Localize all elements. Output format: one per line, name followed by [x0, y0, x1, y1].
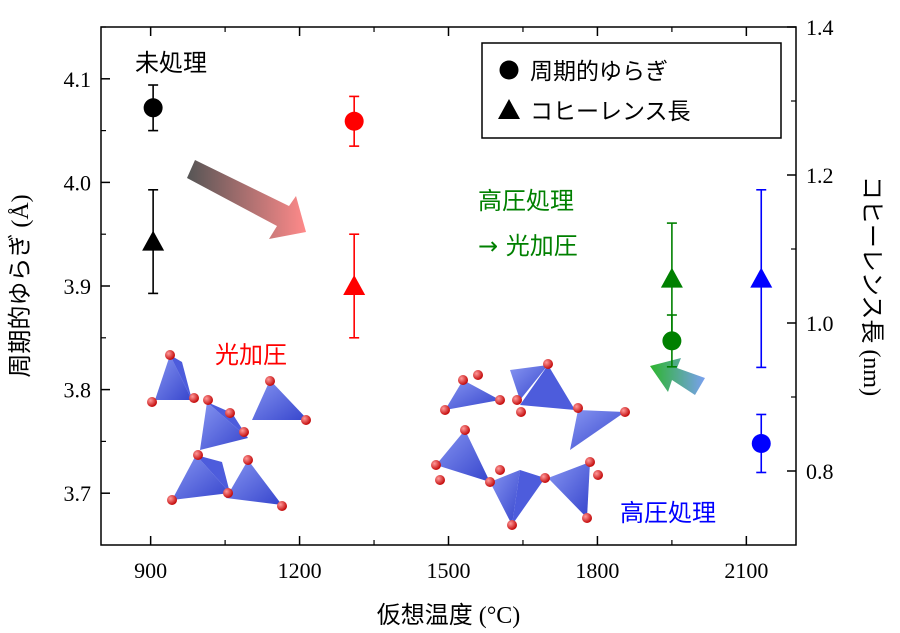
red-arrow — [187, 160, 306, 239]
annotation-label: → 光加圧 — [478, 232, 578, 260]
y-right-tick-label: 1.4 — [806, 15, 834, 40]
silica-structure-illustration-left — [147, 350, 311, 511]
annotation-label: 高圧処理 — [478, 187, 574, 215]
data-point-circle — [344, 111, 364, 131]
data-point-triangle — [142, 230, 165, 251]
y-left-tick-label: 3.7 — [64, 481, 92, 506]
x-tick-label: 2100 — [724, 558, 768, 583]
legend-marker-triangle — [498, 99, 520, 119]
legend-label-triangle: コヒーレンス長 — [530, 99, 691, 125]
y-right-tick-label: 0.8 — [806, 459, 834, 484]
legend-box — [481, 42, 782, 139]
silica-structure-illustration-right — [431, 359, 630, 530]
y-left-tick-label: 4.0 — [64, 170, 92, 195]
data-point-circle — [662, 331, 682, 351]
data-point-triangle — [750, 267, 773, 288]
x-tick-label: 900 — [134, 558, 167, 583]
data-point-triangle — [343, 275, 366, 295]
green-arrow — [650, 358, 705, 395]
y-right-axis-title: コヒーレンス長 (nm) — [858, 176, 886, 396]
x-axis-title: 仮想温度 (°C) — [377, 601, 521, 629]
data-point-circle — [751, 433, 771, 453]
y-left-tick-label: 4.1 — [64, 67, 92, 92]
annotation-label: 高圧処理 — [620, 499, 716, 527]
x-tick-label: 1200 — [278, 558, 322, 583]
y-right-tick-label: 1.0 — [806, 311, 834, 336]
legend-label-circle: 周期的ゆらぎ — [530, 59, 668, 85]
annotation-label: 光加圧 — [215, 341, 287, 369]
y-left-tick-label: 3.9 — [64, 274, 92, 299]
chart-text: 900 1200 1500 1800 2100 3.7 3.8 3.9 4.0 4.1 0.8 1.0… — [6, 15, 886, 629]
legend-marker-circle — [499, 60, 519, 80]
y-left-axis-title: 周期的ゆらぎ (Å) — [6, 194, 34, 377]
x-tick-label: 1800 — [575, 558, 619, 583]
data-point-circle — [143, 98, 163, 118]
data-marks — [142, 60, 773, 474]
x-tick-label: 1500 — [427, 558, 471, 583]
axis-ticks — [101, 26, 796, 545]
data-point-triangle — [660, 267, 683, 288]
y-left-tick-label: 3.8 — [64, 378, 92, 403]
y-right-tick-label: 1.2 — [806, 163, 834, 188]
annotation-label: 未処理 — [135, 49, 207, 77]
